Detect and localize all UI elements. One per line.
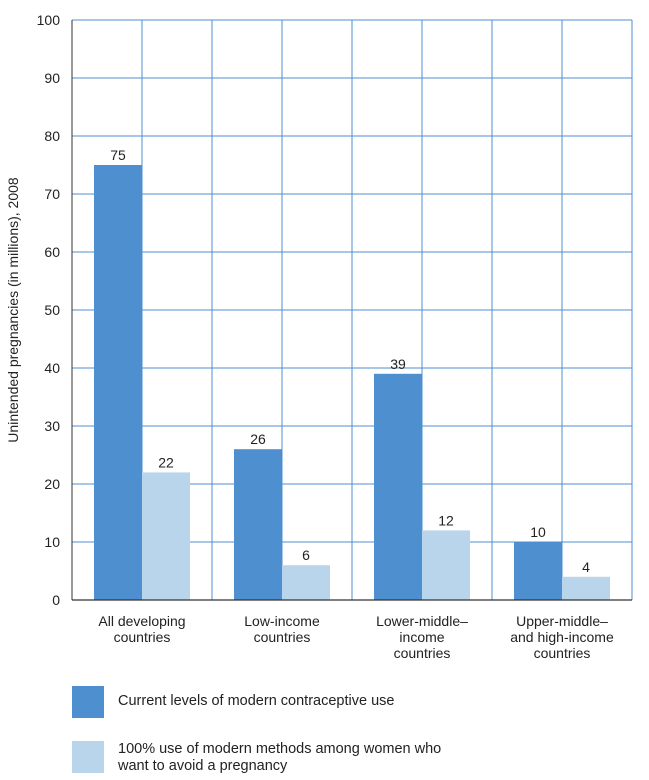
y-tick-label: 90 bbox=[44, 70, 60, 86]
data-label: 6 bbox=[302, 547, 310, 563]
bar bbox=[94, 165, 142, 600]
y-tick-label: 40 bbox=[44, 360, 60, 376]
y-tick-label: 0 bbox=[52, 592, 60, 608]
y-tick-label: 70 bbox=[44, 186, 60, 202]
y-axis-label: Unintended pregnancies (in millions), 20… bbox=[5, 177, 21, 443]
y-tick-label: 100 bbox=[37, 12, 61, 28]
bar bbox=[234, 449, 282, 600]
data-label: 22 bbox=[158, 454, 174, 470]
x-tick-label: All developing countries bbox=[98, 613, 185, 645]
x-tick-label: Upper-middle– and high-income countries bbox=[510, 613, 614, 661]
legend-label-current-use: Current levels of modern contraceptive u… bbox=[118, 693, 395, 709]
y-tick-label: 10 bbox=[44, 534, 60, 550]
bar bbox=[374, 373, 422, 600]
legend-label-full-use: 100% use of modern methods among women w… bbox=[118, 741, 442, 774]
legend-swatch-current-use bbox=[72, 686, 104, 718]
data-label: 10 bbox=[530, 524, 546, 540]
bar bbox=[562, 576, 610, 600]
legend-item-full-use: 100% use of modern methods among women w… bbox=[72, 741, 498, 775]
x-tick-label: Low-income countries bbox=[244, 613, 320, 645]
y-tick-label: 60 bbox=[44, 244, 60, 260]
legend-swatch-full-use bbox=[72, 741, 104, 773]
bar bbox=[142, 472, 190, 600]
y-tick-label: 50 bbox=[44, 302, 60, 318]
bar-chart: 75 22 All developing countries 26 6 Low-income… bbox=[5, 12, 633, 661]
data-label: 26 bbox=[250, 431, 266, 447]
x-tick-label: Lower-middle– income countries bbox=[376, 613, 468, 661]
data-label: 39 bbox=[390, 356, 406, 372]
y-tick-label: 30 bbox=[44, 418, 60, 434]
bar bbox=[282, 565, 330, 600]
bar bbox=[514, 542, 562, 600]
data-label: 12 bbox=[438, 512, 454, 528]
legend-item-current-use: Current levels of modern contraceptive u… bbox=[72, 686, 498, 718]
data-label: 75 bbox=[110, 147, 126, 163]
data-label: 4 bbox=[582, 559, 590, 575]
y-tick-label: 80 bbox=[44, 128, 60, 144]
bar bbox=[422, 530, 470, 600]
y-tick-label: 20 bbox=[44, 476, 60, 492]
